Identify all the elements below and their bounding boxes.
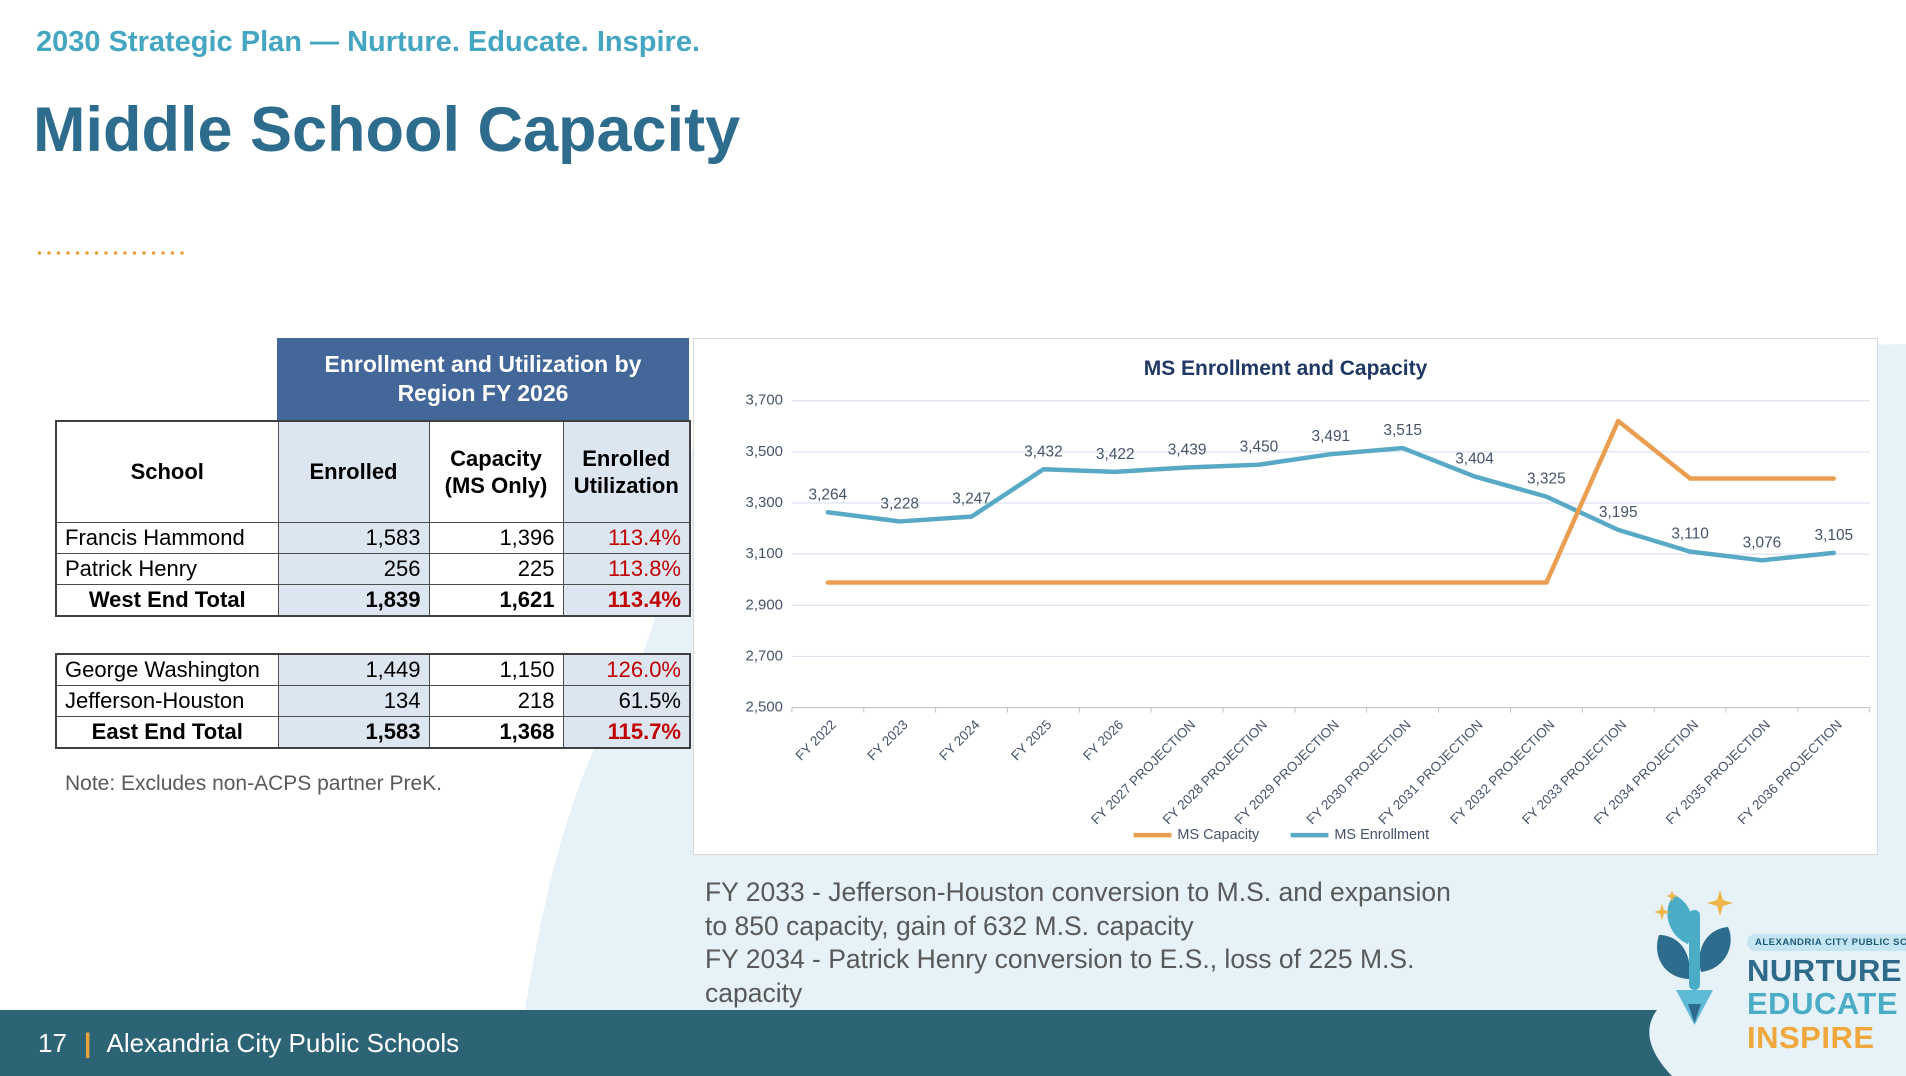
cell-enrolled: 1,583 [277,716,430,749]
svg-text:3,404: 3,404 [1455,450,1494,467]
enrollment-table-east: George Washington 1,449 1,150 126.0% Jeffers… [55,653,691,749]
svg-text:3,422: 3,422 [1096,446,1135,463]
x-axis-ticks [791,707,1871,713]
svg-text:3,195: 3,195 [1599,504,1638,521]
cell-enrolled: 1,449 [277,653,430,686]
page-number: 17 [38,1027,67,1058]
table-body-west: Francis Hammond 1,583 1,396 113.4% Patrick H… [55,522,691,617]
cell-utilization: 113.4% [562,522,691,554]
cell-enrolled: 1,583 [277,522,430,554]
footer-bar: 17 | Alexandria City Public Schools [0,1010,1906,1076]
chart-title: MS Enrollment and Capacity [1143,357,1428,380]
table-note: Note: Excludes non-ACPS partner PreK. [65,772,443,795]
svg-text:MS Enrollment: MS Enrollment [1334,827,1429,843]
table-body-east: George Washington 1,449 1,150 126.0% Jeffers… [55,653,691,749]
svg-text:3,076: 3,076 [1743,534,1782,551]
cell-school: Patrick Henry [55,553,279,585]
svg-text:FY 2023: FY 2023 [864,717,910,763]
cell-school: Jefferson-Houston [55,685,279,717]
table-row: West End Total 1,839 1,621 113.4% [55,584,691,617]
svg-text:2,700: 2,700 [746,647,783,664]
svg-text:FY 2026: FY 2026 [1080,717,1126,763]
svg-text:3,700: 3,700 [746,392,783,409]
table-row: Jefferson-Houston 134 218 61.5% [55,685,691,717]
chart-legend: MS Capacity MS Enrollment [1133,827,1429,843]
svg-text:FY 2025: FY 2025 [1008,717,1054,763]
cell-utilization: 113.4% [562,584,691,617]
column-header: School [55,420,279,523]
chart-panel: 2,500 2,700 2,900 3,100 3,300 3,500 3,700 FY 20… [693,338,1878,855]
cell-enrolled: 1,839 [277,584,430,617]
column-header: Capacity (MS Only) [428,420,564,523]
cell-enrolled: 256 [277,553,430,585]
svg-text:3,105: 3,105 [1814,527,1853,544]
svg-text:3,325: 3,325 [1527,471,1566,488]
column-header: Enrolled [277,420,430,523]
svg-text:FY 2022: FY 2022 [793,717,839,763]
eyebrow-title: 2030 Strategic Plan — Nurture. Educate. … [36,26,700,58]
cell-capacity: 1,621 [428,584,564,617]
acps-logo: ALEXANDRIA CITY PUBLIC SCHOOLS NURTURE E… [1648,882,1906,1054]
svg-text:3,110: 3,110 [1671,526,1709,543]
cell-enrolled: 134 [277,685,430,717]
cell-school: East End Total [55,716,279,749]
table-banner: Enrollment and Utilization by Region FY … [277,338,689,420]
column-header: Enrolled Utilization [562,420,691,523]
table-row: Patrick Henry 256 225 113.8% [55,553,691,585]
svg-text:3,228: 3,228 [880,495,919,512]
cell-capacity: 225 [428,553,564,585]
logo-word-nurture: NURTURE [1747,953,1903,988]
logo-district-name: ALEXANDRIA CITY PUBLIC SCHOOLS [1747,934,1906,951]
enrollment-table-west: School Enrolled Capacity (MS Only) Enrolled… [55,420,691,617]
data-labels: 3,264 3,228 3,247 3,432 3,422 3,439 3,450 3,491… [809,422,1854,551]
line-chart: 2,500 2,700 2,900 3,100 3,300 3,500 3,700 FY 20… [746,392,1871,843]
cell-utilization: 115.7% [562,716,691,749]
svg-text:3,300: 3,300 [746,494,783,511]
footer-org-name: Alexandria City Public Schools [106,1027,460,1058]
svg-text:3,450: 3,450 [1240,439,1279,456]
page-title: Middle School Capacity [33,95,741,165]
svg-text:3,432: 3,432 [1024,443,1063,460]
svg-text:3,439: 3,439 [1168,442,1207,459]
cell-school: Francis Hammond [55,522,279,554]
cell-school: West End Total [55,584,279,617]
logo-word-inspire: INSPIRE [1747,1019,1875,1055]
cell-utilization: 61.5% [562,685,691,717]
annotation-line: FY 2034 - Patrick Henry conversion to E.… [705,944,1415,1008]
cell-capacity: 218 [428,685,564,717]
table-row: George Washington 1,449 1,150 126.0% [55,653,691,686]
table-row: Francis Hammond 1,583 1,396 113.4% [55,522,691,554]
acps-logo-icon [1654,890,1733,1025]
svg-text:2,500: 2,500 [746,699,783,716]
logo-text: ALEXANDRIA CITY PUBLIC SCHOOLS NURTURE E… [1747,882,1906,1054]
svg-text:3,247: 3,247 [952,491,991,508]
svg-text:3,264: 3,264 [809,486,848,503]
cell-utilization: 113.8% [562,553,691,585]
cell-capacity: 1,396 [428,522,564,554]
svg-text:MS Capacity: MS Capacity [1177,827,1260,843]
enrollment-utilization-block: Enrollment and Utilization by Region FY … [55,338,695,795]
cell-utilization: 126.0% [562,653,691,686]
chart-annotations: FY 2033 - Jefferson-Houston conversion t… [705,876,1465,1011]
svg-text:3,100: 3,100 [746,545,783,562]
svg-text:3,515: 3,515 [1383,422,1422,439]
svg-text:2,900: 2,900 [746,596,783,613]
cell-capacity: 1,150 [428,653,564,686]
svg-text:FY 2024: FY 2024 [936,717,983,764]
logo-word-educate: EDUCATE [1747,986,1899,1022]
footer-divider: | [83,1027,92,1058]
cell-capacity: 1,368 [428,716,564,749]
table-row: East End Total 1,583 1,368 115.7% [55,716,691,749]
y-axis-labels: 2,500 2,700 2,900 3,100 3,300 3,500 3,700 [746,392,783,716]
table-header-row: School Enrolled Capacity (MS Only) Enrolled… [55,420,691,523]
svg-text:3,500: 3,500 [746,443,783,460]
annotation-line: FY 2033 - Jefferson-Houston conversion t… [705,877,1451,941]
svg-text:3,491: 3,491 [1312,428,1351,445]
cell-school: George Washington [55,653,279,686]
title-accent-dots [37,250,189,256]
